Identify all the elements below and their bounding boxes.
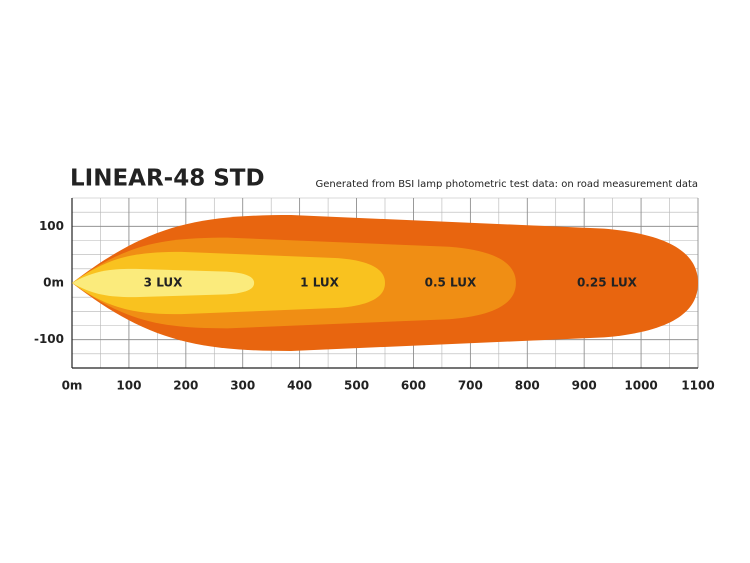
x-tick-label: 100 [116, 379, 141, 393]
x-tick-label: 600 [401, 379, 426, 393]
contour-label: 0.25 LUX [577, 276, 638, 290]
contour-label: 1 LUX [300, 276, 339, 290]
contour-label: 3 LUX [144, 276, 183, 290]
x-tick-label: 900 [572, 379, 597, 393]
x-tick-label: 1100 [681, 379, 714, 393]
x-tick-label: 800 [515, 379, 540, 393]
x-tick-label: 300 [230, 379, 255, 393]
x-tick-label: 700 [458, 379, 483, 393]
chart-subtitle: Generated from BSI lamp photometric test… [316, 179, 698, 190]
y-tick-label: 100 [39, 219, 64, 233]
x-tick-label: 500 [344, 379, 369, 393]
x-tick-label: 0m [62, 379, 83, 393]
x-tick-label: 200 [173, 379, 198, 393]
beam-contour [72, 268, 255, 298]
x-tick-label: 1000 [624, 379, 657, 393]
y-tick-label: 0m [43, 276, 64, 290]
x-tick-label: 400 [287, 379, 312, 393]
contour-label: 0.5 LUX [425, 276, 477, 290]
y-tick-label: -100 [34, 332, 64, 346]
chart-title: LINEAR-48 STD [70, 166, 265, 192]
